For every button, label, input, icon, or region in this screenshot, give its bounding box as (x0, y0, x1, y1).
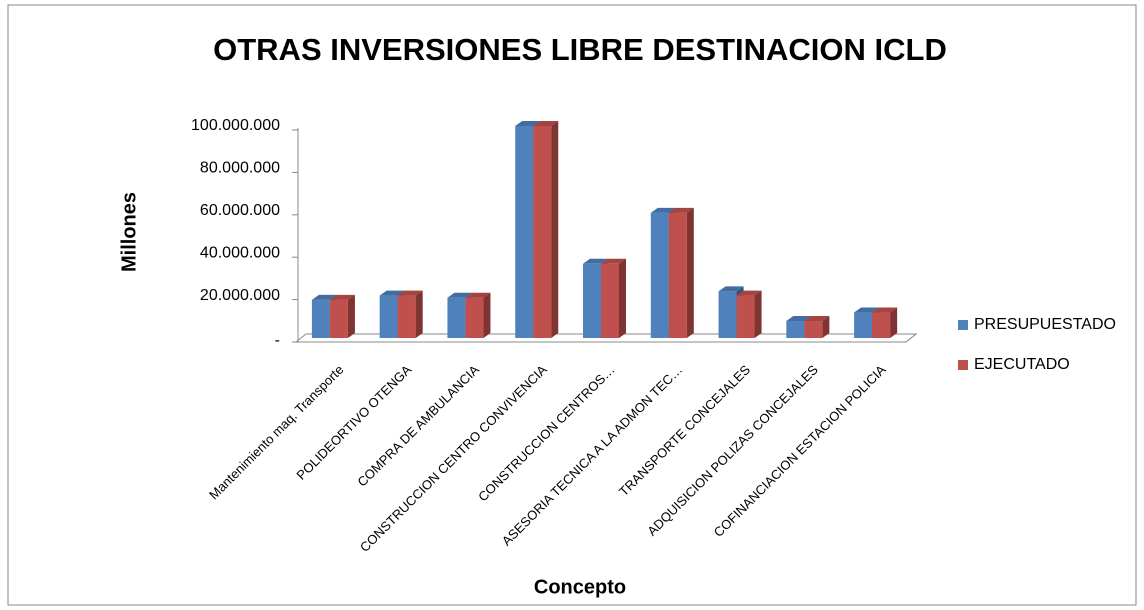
legend-swatch (958, 360, 968, 370)
bar (854, 312, 873, 338)
bar-side-shade (415, 290, 423, 338)
bar-top (804, 316, 830, 322)
bar-side (551, 121, 559, 338)
bar (804, 321, 823, 338)
bar-side (619, 258, 626, 338)
bar-top (583, 258, 608, 264)
bar-top (786, 316, 812, 322)
bar-side (347, 294, 355, 338)
bar (736, 295, 755, 338)
legend-swatch (958, 320, 968, 330)
bar (872, 312, 891, 338)
bar-side (415, 290, 423, 338)
bar-side (686, 207, 694, 338)
bar-top (872, 307, 898, 313)
legend-label: PRESUPUESTADO (974, 316, 1116, 333)
bar (786, 321, 805, 338)
bar-top-shade (447, 292, 473, 298)
bar (397, 295, 416, 338)
bar-side-shade (754, 290, 762, 338)
bar (601, 263, 619, 338)
bar-top-shade (736, 290, 762, 296)
bar-top (736, 290, 762, 296)
bar-top-shade (397, 290, 423, 296)
bar-top-shade (465, 292, 491, 298)
bar-top (668, 207, 694, 213)
bar-top-shade (515, 121, 541, 126)
bar-top (465, 292, 491, 298)
bar-side (890, 307, 898, 338)
bar-top (650, 207, 676, 213)
y-tick-label: 40.000.000 (200, 244, 280, 261)
bar-top-shade (329, 294, 355, 300)
bar-top (329, 294, 355, 300)
bar-top (533, 121, 559, 126)
bar-side-shade (551, 121, 559, 338)
bar (379, 295, 398, 338)
bar-top-shade (311, 294, 337, 300)
bar (465, 297, 484, 338)
bar-top-shade (379, 290, 405, 296)
bar-top-shade (854, 307, 880, 313)
bar-top (311, 294, 337, 300)
bar-top-shade (872, 307, 898, 313)
y-tick-label: - (275, 332, 280, 349)
bar-top-shade (601, 258, 626, 264)
x-axis-label: Concepto (534, 576, 626, 598)
bar-top (854, 307, 880, 313)
bar-side-shade (347, 294, 355, 338)
bar-top-shade (668, 207, 694, 213)
chart-frame (7, 4, 1137, 606)
bar-top-shade (533, 121, 559, 126)
bar-top (379, 290, 405, 296)
bar-side-shade (890, 307, 898, 338)
bar (447, 297, 466, 338)
bar-side-shade (619, 258, 626, 338)
bar-top (601, 258, 626, 264)
y-tick-label: 100.000.000 (191, 117, 280, 134)
bar-top-shade (786, 316, 812, 322)
bar-top (447, 292, 473, 298)
bar (515, 126, 534, 338)
bar-top-shade (583, 258, 608, 264)
bar-side (822, 316, 830, 338)
bar (583, 263, 601, 338)
bar (533, 126, 552, 338)
bar-side (483, 292, 491, 338)
bar-side-shade (822, 316, 830, 338)
bar-side (754, 290, 762, 338)
bar-top (718, 286, 744, 292)
bar (311, 299, 330, 338)
y-tick-label: 80.000.000 (200, 160, 280, 177)
bar (650, 212, 669, 338)
chart-title: OTRAS INVERSIONES LIBRE DESTINACION ICLD (213, 32, 947, 67)
legend-label: EJECUTADO (974, 356, 1070, 373)
bar-top-shade (804, 316, 830, 322)
bar (329, 299, 348, 338)
bar-top-shade (718, 286, 744, 292)
bar-top (515, 121, 541, 126)
bar-top (397, 290, 423, 296)
y-tick-label: 60.000.000 (200, 202, 280, 219)
bar-top-shade (650, 207, 676, 213)
y-tick-label: 20.000.000 (200, 287, 280, 304)
bar-side-shade (483, 292, 491, 338)
bar (668, 212, 687, 338)
bar-side-shade (686, 207, 694, 338)
bar (718, 291, 737, 338)
y-axis-label: Millones (118, 192, 140, 272)
